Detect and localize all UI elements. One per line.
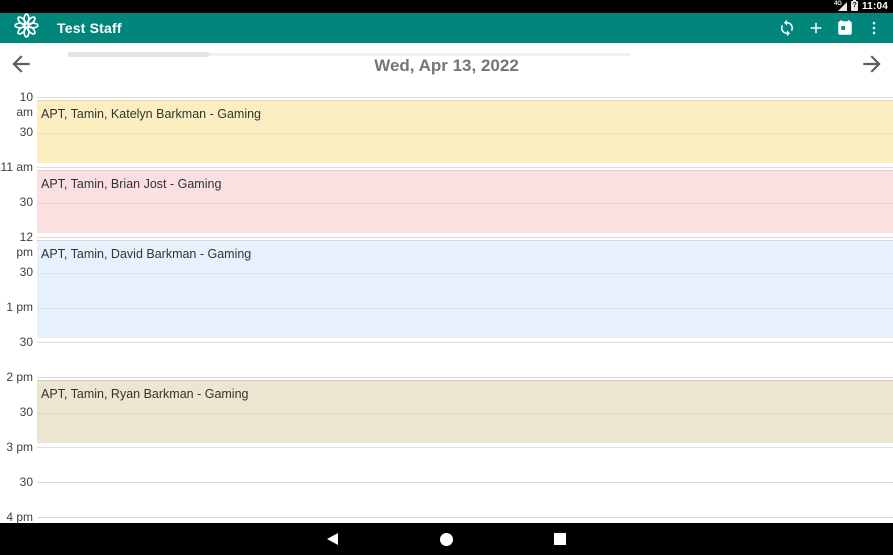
app-bar: Test Staff: [0, 13, 893, 43]
previous-day-button[interactable]: [8, 51, 34, 77]
grid-line: [37, 517, 893, 518]
battery-icon: ?: [850, 0, 858, 11]
sync-icon: [781, 19, 793, 37]
home-button-icon[interactable]: [440, 532, 453, 546]
time-label: 1 pm: [6, 300, 33, 314]
back-button-icon[interactable]: [327, 533, 338, 545]
time-label: 30: [19, 475, 33, 489]
half-hour-line: [37, 413, 893, 414]
status-clock: 11:04: [861, 1, 888, 12]
half-hour-line: [37, 308, 893, 309]
grid-line: [37, 237, 893, 238]
overflow-menu-button[interactable]: [864, 18, 884, 38]
sync-button[interactable]: [777, 18, 797, 38]
time-label: 2 pm: [6, 370, 33, 384]
arrow-left-icon: [12, 55, 30, 73]
calendar-button[interactable]: [835, 18, 855, 38]
cellular-signal-icon: 4G: [834, 1, 847, 12]
time-label: 30: [19, 125, 33, 139]
calendar-grid: 10 am 30 11 am 30 12 pm 30 1 pm 30 2 pm 30 3 pm 30 4…: [0, 85, 893, 523]
event-title: APT, Tamin, Katelyn Barkman - Gaming: [41, 107, 261, 121]
time-label: 10 am: [16, 90, 33, 119]
event-title: APT, Tamin, David Barkman - Gaming: [41, 247, 252, 261]
grid-line: [37, 447, 893, 448]
calendar-event[interactable]: APT, Tamin, Brian Jost - Gaming: [37, 170, 893, 233]
time-label: 30: [19, 335, 33, 349]
next-day-button[interactable]: [859, 51, 885, 77]
arrow-right-icon: [863, 55, 881, 73]
event-title: APT, Tamin, Brian Jost - Gaming: [41, 177, 222, 191]
time-label: 3 pm: [6, 440, 33, 454]
calendar-today-icon: [838, 20, 852, 35]
half-hour-line: [37, 133, 893, 134]
time-label: 4 pm: [6, 510, 33, 523]
calendar-event[interactable]: APT, Tamin, Katelyn Barkman - Gaming: [37, 100, 893, 163]
calendar-event[interactable]: APT, Tamin, David Barkman - Gaming: [37, 240, 893, 338]
plus-icon: [810, 22, 822, 34]
grid-line: [37, 97, 893, 98]
add-appointment-button[interactable]: [806, 18, 826, 38]
current-date-label: Wed, Apr 13, 2022: [374, 56, 519, 75]
time-label: 30: [19, 405, 33, 419]
overflow-dots-icon: [872, 21, 876, 35]
calendar-event[interactable]: APT, Tamin, Ryan Barkman - Gaming: [37, 380, 893, 443]
half-hour-line: [37, 273, 893, 274]
android-nav-bar: [0, 523, 893, 555]
scroll-indicator-track: [209, 53, 630, 56]
time-label: 30: [19, 195, 33, 209]
grid-line: [37, 377, 893, 378]
scroll-indicator: [68, 52, 209, 57]
time-label: 12 pm: [16, 230, 33, 259]
grid-line: [37, 167, 893, 168]
event-title: APT, Tamin, Ryan Barkman - Gaming: [41, 387, 249, 401]
status-bar: 4G ? 11:04: [0, 0, 893, 13]
grid-line: [37, 342, 893, 343]
recents-button-icon[interactable]: [554, 533, 566, 545]
grid-line: [37, 482, 893, 483]
date-nav-header: Wed, Apr 13, 2022: [0, 43, 893, 85]
time-label: 11 am: [0, 160, 33, 174]
half-hour-line: [37, 203, 893, 204]
time-label: 30: [19, 265, 33, 279]
app-title: Test Staff: [57, 20, 122, 36]
app-logo-icon: [13, 12, 40, 44]
